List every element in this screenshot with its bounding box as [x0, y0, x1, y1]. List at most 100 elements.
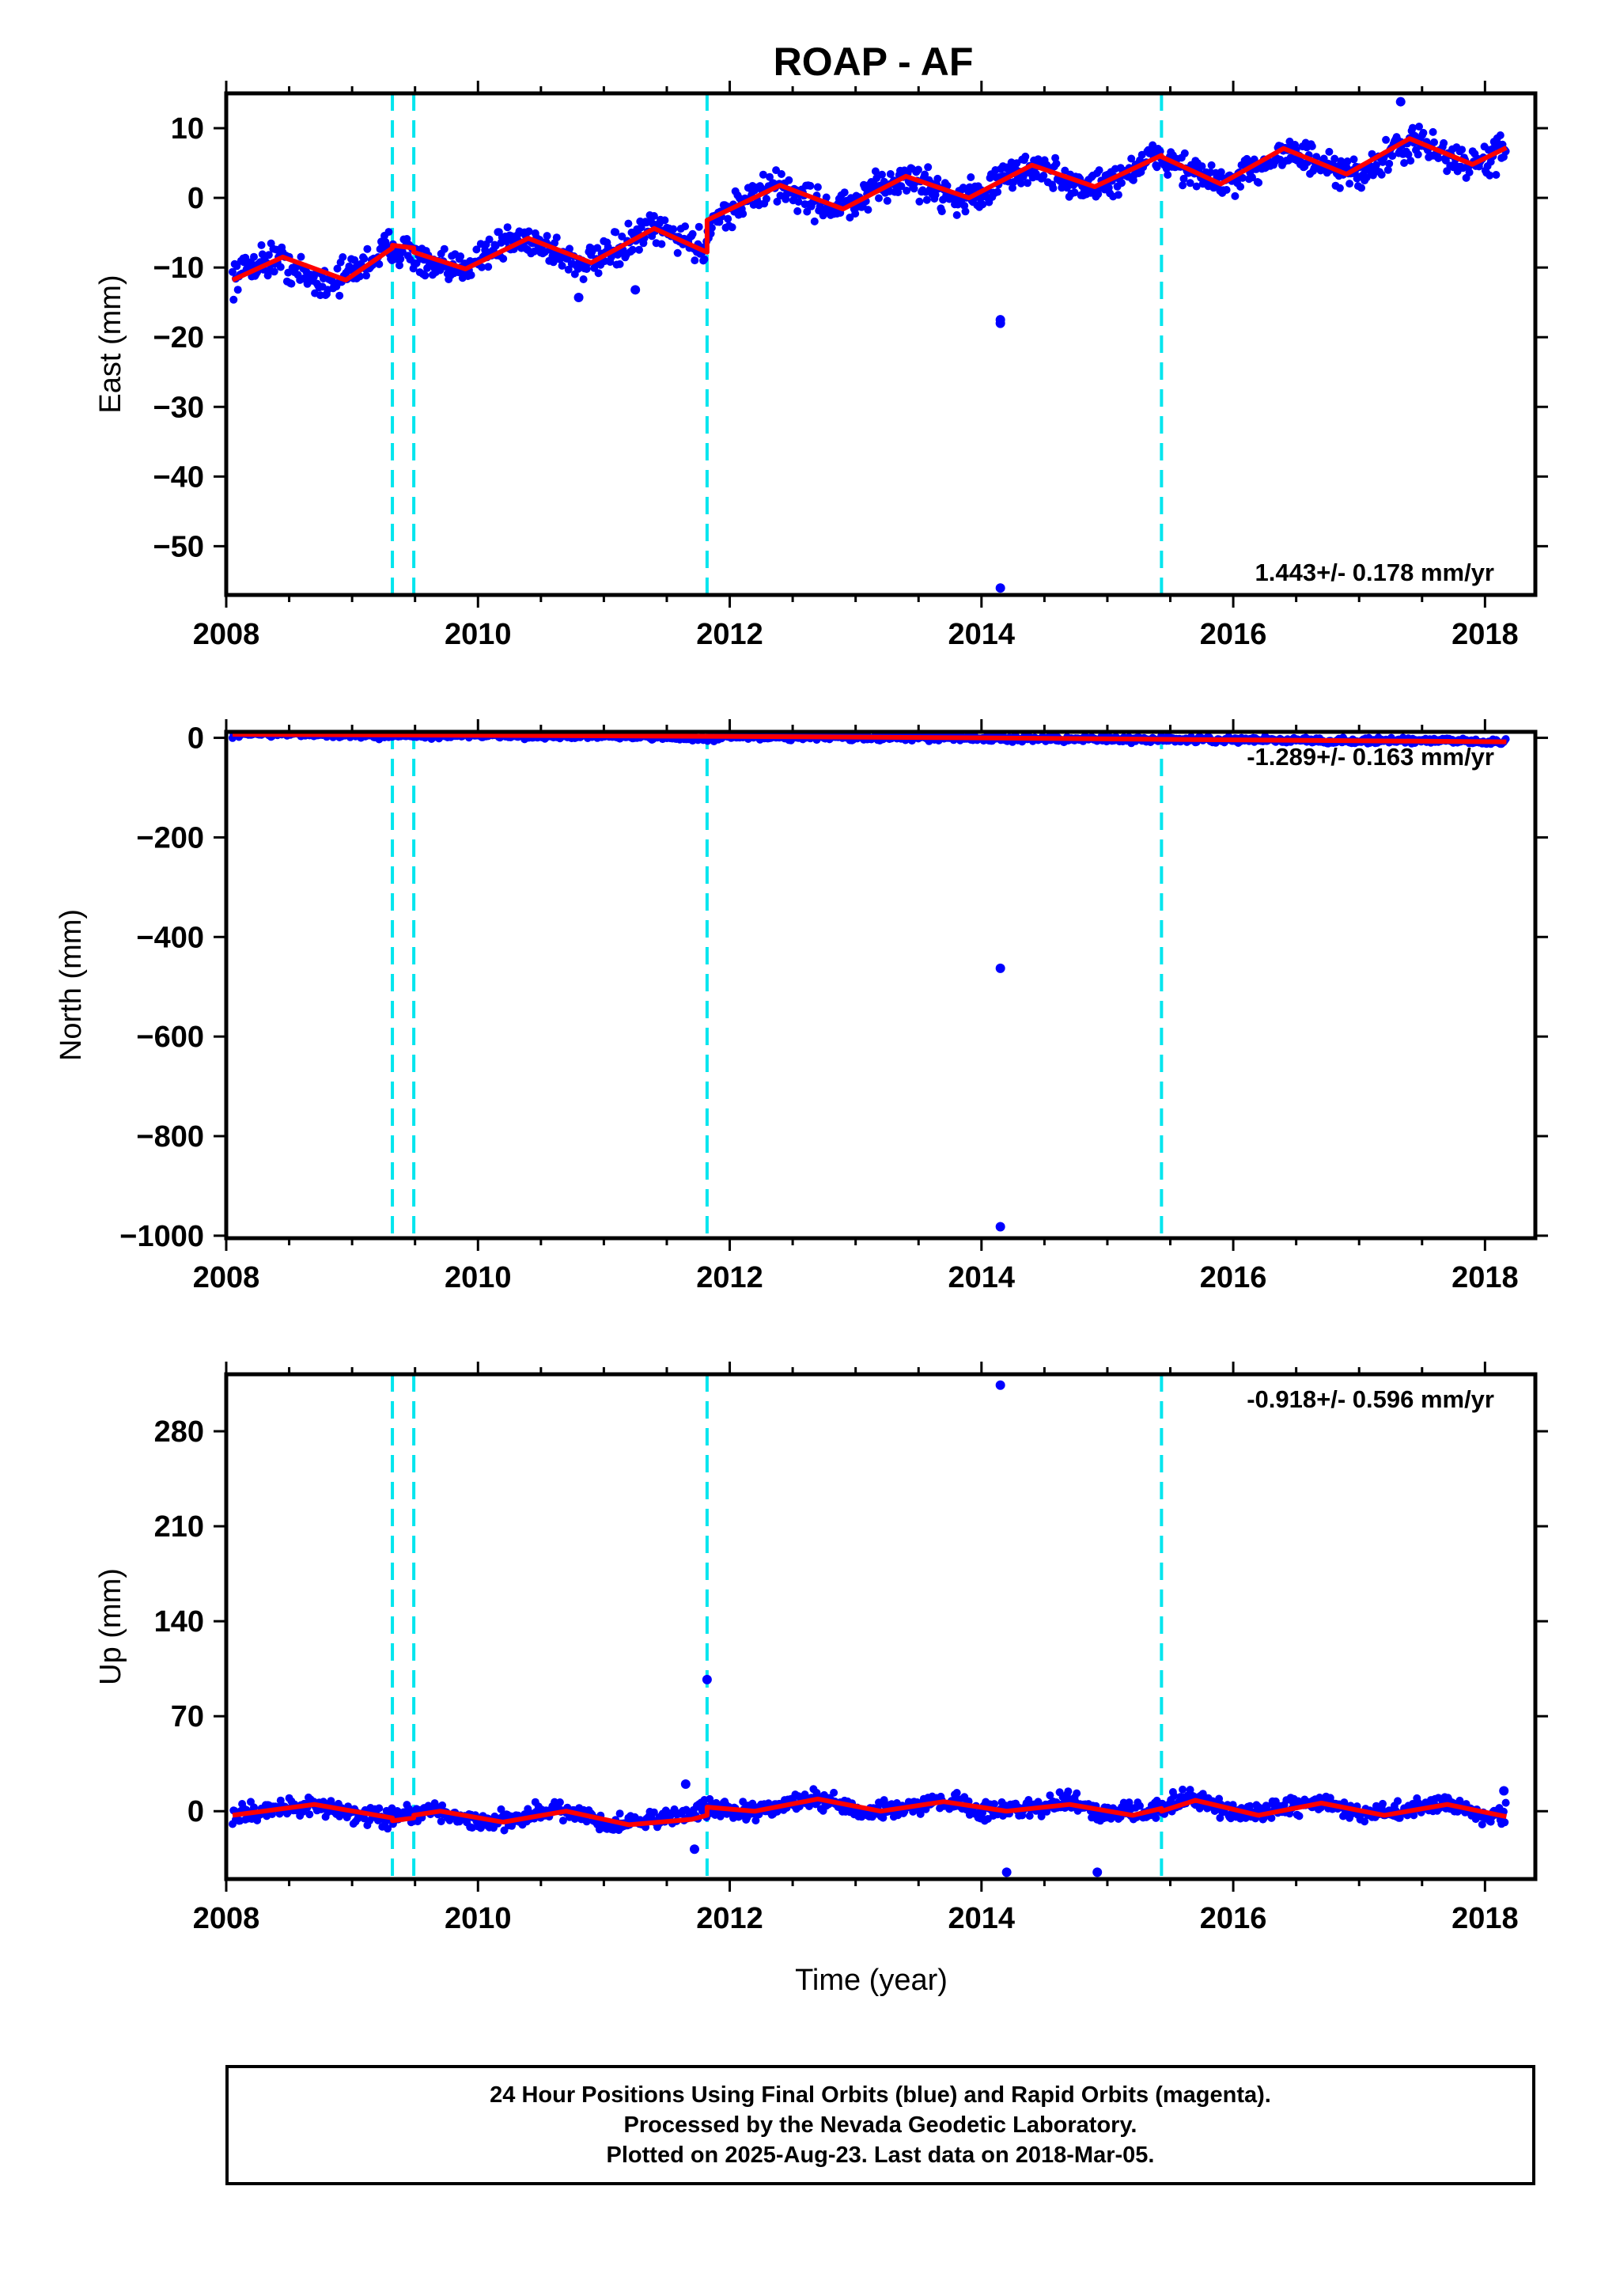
position-point	[1501, 1798, 1510, 1807]
panel-2: 2008 2010 2012 2014 2016 2018 0 −200 −400 −600 −80…	[55, 719, 1548, 1294]
position-point	[297, 252, 305, 261]
x-tick-label: 2012	[696, 618, 763, 651]
position-point	[437, 1817, 445, 1826]
outlier-point	[1092, 1867, 1103, 1877]
position-point	[1267, 1813, 1276, 1822]
position-point	[1127, 154, 1136, 163]
y-tick-label: 0	[187, 1795, 204, 1828]
position-point	[497, 1805, 505, 1813]
y-tick-label: −1000	[119, 1220, 204, 1253]
position-point	[552, 233, 561, 242]
position-point	[472, 245, 481, 254]
position-point	[1217, 168, 1225, 176]
position-point	[257, 241, 266, 249]
position-point	[1492, 171, 1501, 179]
position-point	[1192, 182, 1201, 191]
position-point	[558, 261, 566, 270]
plot-frame	[224, 1372, 1538, 1881]
y-tick-label: −400	[136, 921, 204, 954]
position-point	[649, 1808, 658, 1817]
position-point	[916, 1809, 925, 1818]
position-point	[384, 1824, 392, 1833]
position-point	[878, 170, 886, 179]
position-point	[1349, 155, 1358, 164]
position-point	[894, 188, 903, 196]
outlier-point	[995, 318, 1005, 328]
y-axis-label: Up (mm)	[94, 1568, 127, 1685]
position-point	[1152, 163, 1161, 172]
velocity-annotation: -0.918+/- 0.596 mm/yr	[1247, 1385, 1494, 1413]
position-point	[1486, 171, 1494, 180]
position-point	[933, 174, 942, 183]
position-point	[1404, 150, 1413, 159]
position-point	[1231, 191, 1240, 200]
position-point	[1394, 1797, 1402, 1805]
position-point	[903, 187, 911, 195]
position-point	[691, 256, 699, 265]
position-point	[1152, 1813, 1160, 1822]
position-point	[649, 212, 658, 220]
position-point	[909, 1807, 918, 1816]
position-point	[660, 216, 669, 225]
outlier-point	[1001, 1867, 1012, 1877]
position-point	[593, 244, 602, 252]
position-point	[250, 1803, 258, 1812]
position-point	[1410, 1811, 1418, 1820]
position-point	[1414, 150, 1422, 159]
position-point	[762, 195, 770, 203]
position-point	[1419, 128, 1428, 137]
caption-box: 24 Hour Positions Using Final Orbits (bl…	[225, 2065, 1535, 2185]
plot-panels: 2008 2010 2012 2014 2016 2018 10 0 −10 −20 −30 −40 −…	[55, 81, 1548, 1997]
outlier-point	[995, 583, 1005, 593]
position-point	[759, 170, 767, 179]
x-tick-label: 2018	[1451, 1261, 1519, 1294]
position-point	[305, 1810, 314, 1819]
position-point	[333, 264, 342, 273]
position-point	[384, 228, 393, 237]
x-tick-label: 2012	[696, 1261, 763, 1294]
position-point	[250, 252, 258, 261]
x-tick-label: 2008	[193, 1902, 260, 1935]
position-point	[558, 1817, 567, 1825]
position-point	[579, 275, 588, 283]
position-point	[657, 240, 666, 248]
position-point	[810, 217, 819, 225]
position-point	[886, 170, 895, 178]
position-point	[724, 214, 732, 223]
outlier-point	[573, 293, 584, 303]
position-point	[669, 225, 678, 233]
position-point	[822, 193, 831, 202]
plot-frame	[224, 91, 1538, 597]
position-point	[915, 197, 924, 206]
position-point	[700, 255, 709, 263]
position-point	[931, 191, 940, 199]
position-point	[1064, 1787, 1073, 1796]
position-point	[499, 255, 508, 263]
velocity-annotation: -1.289+/- 0.163 mm/yr	[1247, 743, 1494, 771]
x-tick-label: 2016	[1200, 1261, 1267, 1294]
position-point	[1198, 1790, 1207, 1798]
position-point	[1238, 173, 1247, 182]
caption-line-3: Plotted on 2025-Aug-23. Last data on 201…	[606, 2143, 1155, 2168]
position-point	[840, 188, 849, 197]
position-point	[339, 253, 347, 261]
position-point	[952, 1789, 961, 1797]
position-point	[864, 206, 872, 214]
y-tick-label: 0	[187, 722, 204, 756]
position-point	[635, 245, 643, 254]
position-point	[961, 207, 970, 216]
y-tick-label: −20	[153, 321, 204, 354]
caption-line-2: Processed by the Nevada Geodetic Laborat…	[623, 2112, 1137, 2138]
outlier-point	[1499, 1786, 1509, 1796]
outlier-point	[702, 1674, 712, 1684]
position-point	[794, 198, 803, 206]
position-point	[375, 260, 384, 268]
position-point	[883, 196, 891, 205]
position-point	[1430, 138, 1438, 146]
position-point	[1408, 123, 1417, 132]
y-tick-label: 10	[171, 112, 204, 146]
position-point	[264, 251, 273, 260]
position-point	[1400, 159, 1409, 167]
position-point	[1236, 183, 1245, 191]
position-point	[1415, 123, 1423, 131]
